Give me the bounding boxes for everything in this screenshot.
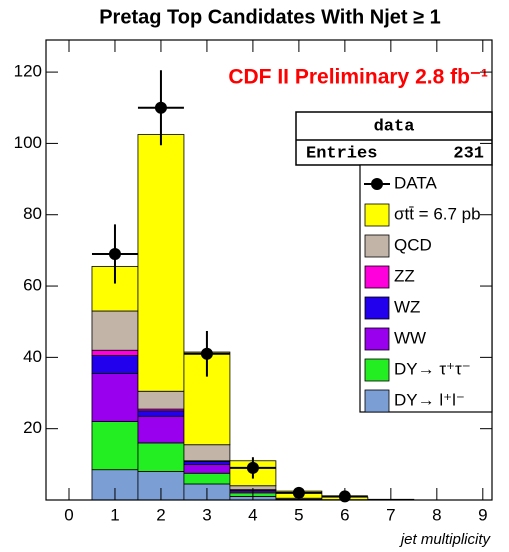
data-point	[108, 247, 121, 260]
data-point	[200, 347, 213, 360]
histogram-segment	[183, 444, 231, 462]
legend-label: QCD	[394, 235, 432, 254]
legend-marker	[371, 178, 383, 190]
x-tick-label: 0	[64, 505, 73, 524]
histogram-segment	[137, 442, 185, 472]
legend-swatch	[364, 265, 390, 289]
x-tick-label: 1	[110, 505, 119, 524]
x-tick-label: 5	[294, 505, 303, 524]
histogram-segment	[137, 410, 185, 417]
histogram-segment	[91, 421, 139, 471]
histogram-segment	[183, 463, 231, 474]
legend-swatch	[364, 327, 390, 351]
legend-label: ZZ	[394, 266, 415, 285]
x-tick-label: 2	[156, 505, 165, 524]
x-tick-label: 7	[386, 505, 395, 524]
data-point	[154, 101, 167, 114]
legend-swatch	[364, 296, 390, 320]
x-tick-label: 3	[202, 505, 211, 524]
legend-swatch	[364, 234, 390, 258]
histogram-segment	[91, 349, 139, 356]
x-tick-label: 9	[478, 505, 487, 524]
histogram-segment	[137, 415, 185, 444]
data-point	[246, 461, 259, 474]
legend-label: DY→ l⁺l⁻	[394, 390, 465, 409]
legend-swatch	[364, 389, 390, 413]
legend-label: WW	[394, 328, 426, 347]
plot-area	[91, 70, 415, 503]
histogram-segment	[91, 355, 139, 374]
annotation: CDF II Preliminary 2.8 fb⁻¹	[228, 66, 488, 89]
x-tick-label: 6	[340, 505, 349, 524]
histogram-segment	[183, 461, 231, 465]
legend-label: DATA	[394, 173, 437, 192]
y-tick-label: 80	[23, 204, 42, 223]
legend-label: WZ	[394, 297, 420, 316]
histogram-segment	[91, 373, 139, 422]
x-axis-label: jet multiplicity	[399, 531, 492, 548]
y-tick-label: 40	[23, 347, 42, 366]
histogram-segment	[137, 390, 185, 410]
stats-label: Entries	[306, 144, 377, 163]
histogram-segment	[137, 134, 185, 392]
chart-title: Pretag Top Candidates With Njet ≥ 1	[99, 6, 441, 28]
legend-swatch	[364, 203, 390, 227]
stats-value: 231	[453, 144, 484, 163]
x-tick-label: 8	[432, 505, 441, 524]
legend-label: σtt̄ = 6.7 pb	[394, 204, 481, 223]
y-tick-label: 120	[14, 62, 42, 81]
x-tick-label: 4	[248, 505, 257, 524]
stats-name: data	[374, 117, 415, 136]
histogram-segment	[183, 472, 231, 485]
histogram-segment	[91, 310, 139, 351]
legend-label: DY→ τ⁺τ⁻	[394, 359, 471, 378]
y-tick-label: 100	[14, 133, 42, 152]
legend-swatch	[364, 358, 390, 382]
y-tick-label: 20	[23, 418, 42, 437]
stats-box	[295, 111, 493, 166]
y-tick-label: 60	[23, 276, 42, 295]
